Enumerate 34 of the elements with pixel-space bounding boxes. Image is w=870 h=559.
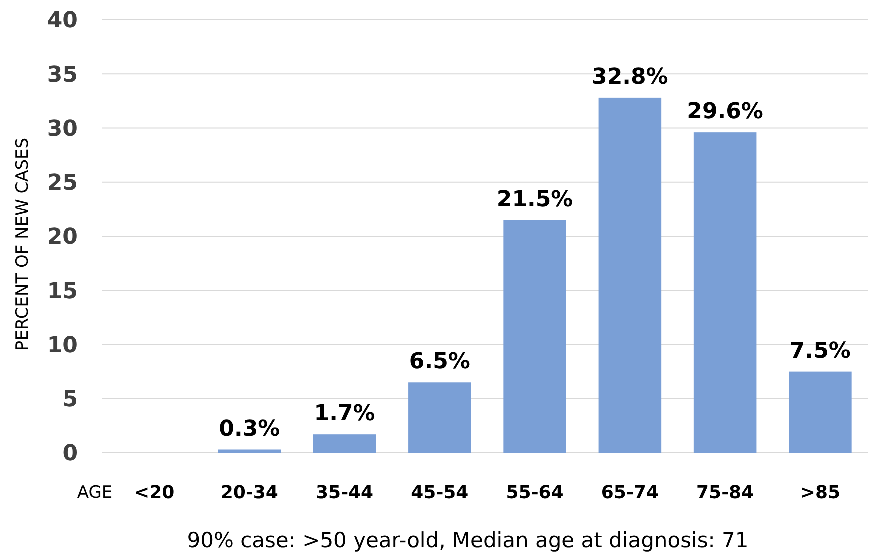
data-label: 21.5% [496,187,574,212]
bar [504,220,566,453]
x-tick-label: 75-84 [696,482,754,504]
x-tick-label: 20-34 [220,482,278,504]
bar [789,372,852,453]
y-tick-label: 0 [62,442,78,467]
bar [313,434,376,453]
bar [694,132,757,453]
data-label: 1.7% [314,402,376,427]
y-tick-label: 25 [47,171,78,196]
x-tick-label: >85 [800,482,841,504]
y-tick-label: 15 [47,279,78,304]
x-axis-title: AGE [77,482,113,503]
y-tick-label: 20 [47,225,78,250]
y-tick-label: 40 [47,8,78,34]
data-label: 29.6% [687,100,764,125]
data-label: 6.5% [409,350,470,375]
x-tick-label: <20 [134,482,175,504]
bar [598,98,662,453]
y-axis-title: PERCENT OF NEW CASES [13,138,33,352]
text: 90% case: >50 year-old, Median age at diagnosis: 71 [187,528,749,552]
y-tick-label: 5 [62,388,78,413]
y-tick-label: 35 [47,62,78,88]
y-tick-label: 10 [47,333,78,358]
x-tick-label: 45-54 [411,482,469,504]
bar [408,382,472,453]
x-tick-label: 65-74 [601,482,659,504]
data-label: 32.8% [592,64,668,90]
bar [218,450,282,453]
data-label: 0.3% [219,416,280,442]
y-tick-label: 30 [47,116,78,142]
x-tick-label: 35-44 [316,482,374,504]
data-label: 7.5% [790,338,851,364]
x-tick-label: 55-64 [506,482,564,504]
